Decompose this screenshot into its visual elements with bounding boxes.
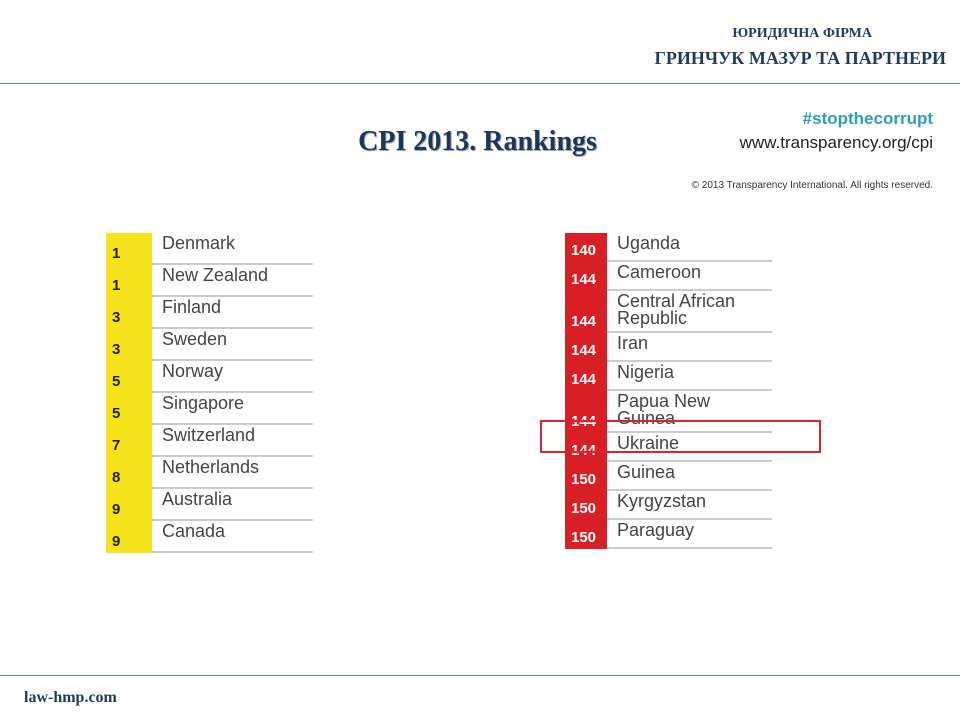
- country-cell: Norway: [152, 361, 313, 393]
- country-cell: Sweden: [152, 329, 313, 361]
- rank-cell: 8: [106, 457, 152, 489]
- table-row: 8 Netherlands: [106, 457, 313, 489]
- rank-cell: 5: [106, 361, 152, 393]
- country-cell: Guinea: [607, 462, 772, 491]
- rank-cell: 3: [106, 297, 152, 329]
- table-row: 3 Finland: [106, 297, 313, 329]
- country-cell: New Zealand: [152, 265, 313, 297]
- table-row: 140 Uganda: [565, 233, 772, 262]
- rank-cell: 9: [106, 521, 152, 553]
- table-row: 5 Singapore: [106, 393, 313, 425]
- rank-cell: 150: [565, 462, 607, 491]
- country-cell: Papua New Guinea: [607, 391, 772, 433]
- table-row: 144 Iran: [565, 333, 772, 362]
- left-table: 1 Denmark 1 New Zealand 3 Finland 3 Sweden 5 Norw…: [106, 233, 313, 553]
- table-row: 150 Paraguay: [565, 520, 772, 549]
- rank-cell: 9: [106, 489, 152, 521]
- rank-cell: 144: [565, 262, 607, 291]
- highlight-box: [540, 420, 821, 453]
- country-cell: Iran: [607, 333, 772, 362]
- country-cell: Australia: [152, 489, 313, 521]
- rank-cell: 140: [565, 233, 607, 262]
- country-cell: Cameroon: [607, 262, 772, 291]
- table-row: 144 Cameroon: [565, 262, 772, 291]
- firm-name: ГРИНЧУК МАЗУР ТА ПАРТНЕРИ: [654, 48, 946, 68]
- table-row: 5 Norway: [106, 361, 313, 393]
- rank-cell: 150: [565, 520, 607, 549]
- rank-cell: 144: [565, 333, 607, 362]
- rank-cell: 144: [565, 433, 607, 462]
- rank-cell: 150: [565, 491, 607, 520]
- url: www.transparency.org/cpi: [739, 133, 933, 152]
- country-cell: Finland: [152, 297, 313, 329]
- table-row: 144 Ukraine: [565, 433, 772, 462]
- hashtag: #stopthecorrupt: [802, 109, 933, 128]
- country-cell: Central African Republic: [607, 291, 772, 333]
- country-cell: Canada: [152, 521, 313, 553]
- footer: law-hmp.com: [24, 689, 117, 706]
- rank-cell: 5: [106, 393, 152, 425]
- table-row: 1 New Zealand: [106, 265, 313, 297]
- table-row: 144 Nigeria: [565, 362, 772, 391]
- copyright: © 2013 Transparency International. All r…: [691, 180, 933, 191]
- table-row: 9 Canada: [106, 521, 313, 553]
- country-cell: Kyrgyzstan: [607, 491, 772, 520]
- table-row: 144 Central African Republic: [565, 291, 772, 333]
- table-row: 150 Kyrgyzstan: [565, 491, 772, 520]
- country-cell: Netherlands: [152, 457, 313, 489]
- rank-cell: 1: [106, 265, 152, 297]
- header-rule: [0, 83, 960, 84]
- rank-cell: 1: [106, 233, 152, 265]
- table-row: 1 Denmark: [106, 233, 313, 265]
- country-cell: Uganda: [607, 233, 772, 262]
- firm-type: ЮРИДИЧНА ФІРМА: [732, 26, 872, 41]
- country-cell: Paraguay: [607, 520, 772, 549]
- rank-cell: 144: [565, 362, 607, 391]
- country-cell: Ukraine: [607, 433, 772, 462]
- table-row: 7 Switzerland: [106, 425, 313, 457]
- footer-rule: [0, 675, 960, 676]
- country-cell: Nigeria: [607, 362, 772, 391]
- table-row: 144 Papua New Guinea: [565, 391, 772, 433]
- country-cell: Switzerland: [152, 425, 313, 457]
- country-cell: Denmark: [152, 233, 313, 265]
- title: CPI 2013. Rankings: [358, 126, 597, 157]
- right-table: 140 Uganda 144 Cameroon 144 Central African R…: [565, 233, 772, 549]
- table-row: 9 Australia: [106, 489, 313, 521]
- rank-cell: 3: [106, 329, 152, 361]
- country-cell: Singapore: [152, 393, 313, 425]
- table-row: 3 Sweden: [106, 329, 313, 361]
- table-row: 150 Guinea: [565, 462, 772, 491]
- rank-cell: 7: [106, 425, 152, 457]
- rank-cell: 144: [565, 291, 607, 333]
